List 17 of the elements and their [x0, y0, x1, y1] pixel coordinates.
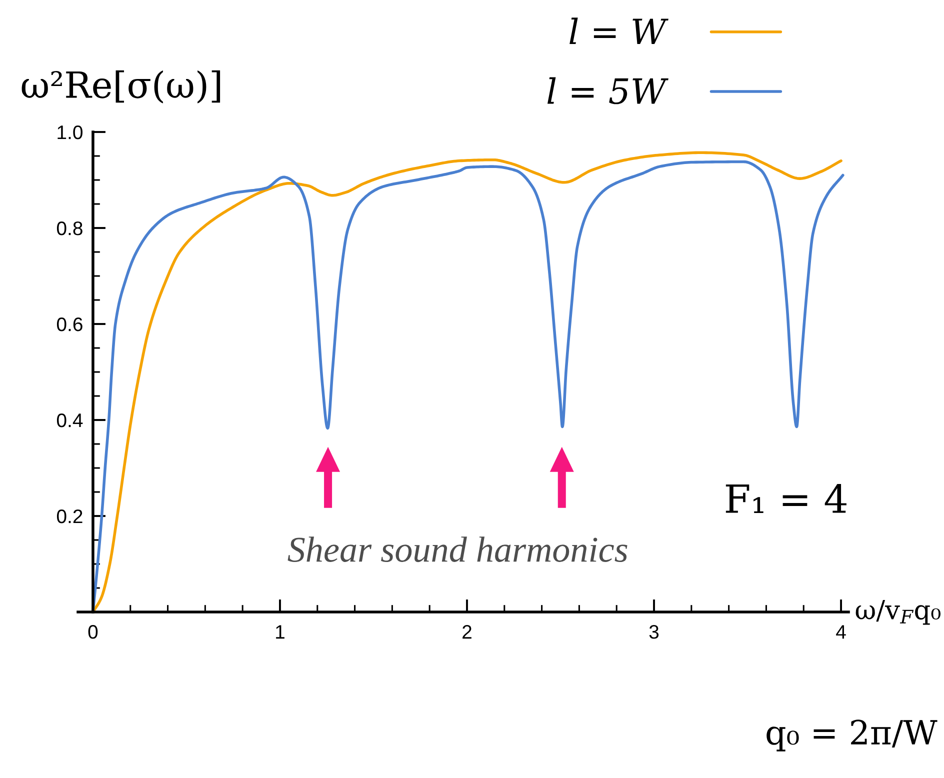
x-tick-label: 3 — [649, 625, 659, 639]
y-tick-label: 0.6 — [56, 317, 82, 332]
annotation: F₁ = 4 — [726, 484, 846, 513]
x-tick-label: 1 — [276, 625, 284, 639]
y-tick-label: 0.4 — [56, 413, 83, 428]
legend-label: l = 5W — [547, 77, 668, 104]
y-tick-label: 0.8 — [56, 221, 82, 236]
x-tick-label: 2 — [462, 625, 472, 639]
x-axis-title: ω/v$_{F}$q₀ — [856, 600, 941, 625]
y-tick-label: 1.0 — [58, 125, 82, 140]
x-tick-label: 0 — [88, 625, 98, 639]
legend-label: l = W — [570, 18, 668, 44]
text: q₀ = 2π/W — [766, 720, 938, 752]
x-tick-label: 4 — [836, 625, 846, 639]
annotation: Shear sound harmonics — [288, 536, 628, 562]
y-tick-label: 0.2 — [56, 509, 82, 524]
y-axis-title: ω²Re[σ(ω)] — [22, 70, 220, 104]
